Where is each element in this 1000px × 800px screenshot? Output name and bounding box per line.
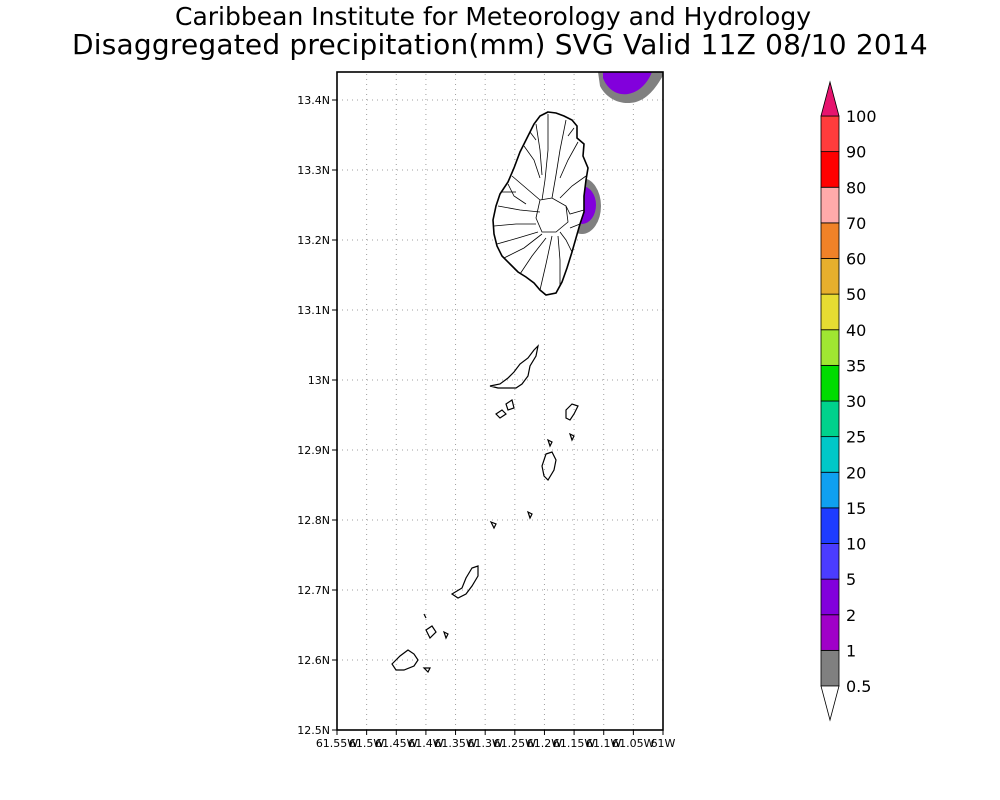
st-vincent-drainage xyxy=(493,114,587,291)
legend-swatch xyxy=(820,186,840,224)
legend-label: 100 xyxy=(846,107,877,126)
product-title: Disaggregated precipitation(mm) SVG Vali… xyxy=(72,28,928,61)
lat-label: 12.5N xyxy=(297,724,330,737)
legend-swatch xyxy=(820,436,840,473)
legend-label: 70 xyxy=(846,214,866,233)
legend-over-arrow xyxy=(820,80,840,117)
legend-label: 30 xyxy=(846,392,866,411)
map-frame xyxy=(336,71,664,731)
lat-label: 12.9N xyxy=(297,444,330,457)
legend-swatch xyxy=(820,614,840,651)
legend-swatch xyxy=(820,400,840,438)
islet-g xyxy=(425,625,437,640)
lat-label: 12.8N xyxy=(297,514,330,527)
legend-swatch xyxy=(820,471,840,509)
lat-label: 13.1N xyxy=(297,304,330,317)
islet-i xyxy=(423,613,427,619)
legend-swatch xyxy=(820,649,840,687)
islet-b xyxy=(505,399,515,411)
longitude-labels: 61.55W61.5W61.45W61.4W61.35W61.3W61.25W6… xyxy=(316,730,676,750)
legend-label: 2 xyxy=(846,606,856,625)
island-mustique xyxy=(565,403,579,421)
legend-swatch xyxy=(820,329,840,366)
grid-lines xyxy=(337,72,663,730)
lon-label: 61W xyxy=(651,737,676,750)
island-union xyxy=(450,565,479,599)
islet-d xyxy=(546,438,553,448)
legend-label: 80 xyxy=(846,178,866,197)
legend-label: 25 xyxy=(846,428,866,447)
legend-label: 10 xyxy=(846,535,866,554)
legend-label: 40 xyxy=(846,321,866,340)
lon-label: 61.25W xyxy=(494,737,536,750)
lat-label: 13.4N xyxy=(297,94,330,107)
legend-label: 90 xyxy=(846,143,866,162)
island-bequia xyxy=(489,344,539,389)
island-carriacou xyxy=(391,649,419,671)
legend-swatch xyxy=(820,507,840,544)
institute-title: Caribbean Institute for Meteorology and … xyxy=(175,2,811,31)
islet-a xyxy=(495,409,507,419)
legend-swatch xyxy=(820,115,840,153)
island-canouan xyxy=(541,451,557,481)
lat-label: 13N xyxy=(308,374,330,387)
islet-h xyxy=(442,630,449,640)
legend-under-arrow xyxy=(820,685,840,722)
lon-label: 61.55W xyxy=(316,737,358,750)
islet-c xyxy=(568,432,575,442)
lon-label: 61.35W xyxy=(434,737,476,750)
legend-swatch xyxy=(820,543,840,580)
latitude-labels: 12.5N 12.6N 12.7N 12.8N 12.9N 13N 13.1N 13.2N 13… xyxy=(297,94,337,737)
islet-e xyxy=(526,510,533,520)
legend-swatch xyxy=(820,151,840,188)
legend-label: 15 xyxy=(846,499,866,518)
lon-label: 61.15W xyxy=(553,737,595,750)
precip-north-purple xyxy=(603,72,652,95)
lon-label: 61.2W xyxy=(527,737,562,750)
legend-swatch xyxy=(820,364,840,402)
coastlines xyxy=(391,111,589,674)
islet-f xyxy=(489,520,497,530)
lat-label: 13.2N xyxy=(297,234,330,247)
legend-label: 50 xyxy=(846,285,866,304)
legend-label: 0.5 xyxy=(846,677,871,696)
lat-label: 12.6N xyxy=(297,654,330,667)
legend-label: 1 xyxy=(846,641,856,660)
lon-label: 61.5W xyxy=(349,737,384,750)
lat-label: 13.3N xyxy=(297,164,330,177)
legend-label: 35 xyxy=(846,356,866,375)
lon-label: 61.1W xyxy=(586,737,621,750)
legend-label: 5 xyxy=(846,570,856,589)
lat-label: 12.7N xyxy=(297,584,330,597)
island-st-vincent xyxy=(492,111,589,296)
legend-label: 20 xyxy=(846,463,866,482)
legend-label: 60 xyxy=(846,250,866,269)
lon-label: 61.3W xyxy=(467,737,502,750)
lon-label: 61.4W xyxy=(408,737,443,750)
lon-label: 61.05W xyxy=(612,737,654,750)
legend-swatch xyxy=(820,578,840,616)
legend-swatch xyxy=(820,293,840,331)
legend-swatch xyxy=(820,222,840,259)
islet-j xyxy=(422,667,431,674)
legend-swatch xyxy=(820,258,840,295)
lon-label: 61.45W xyxy=(375,737,417,750)
